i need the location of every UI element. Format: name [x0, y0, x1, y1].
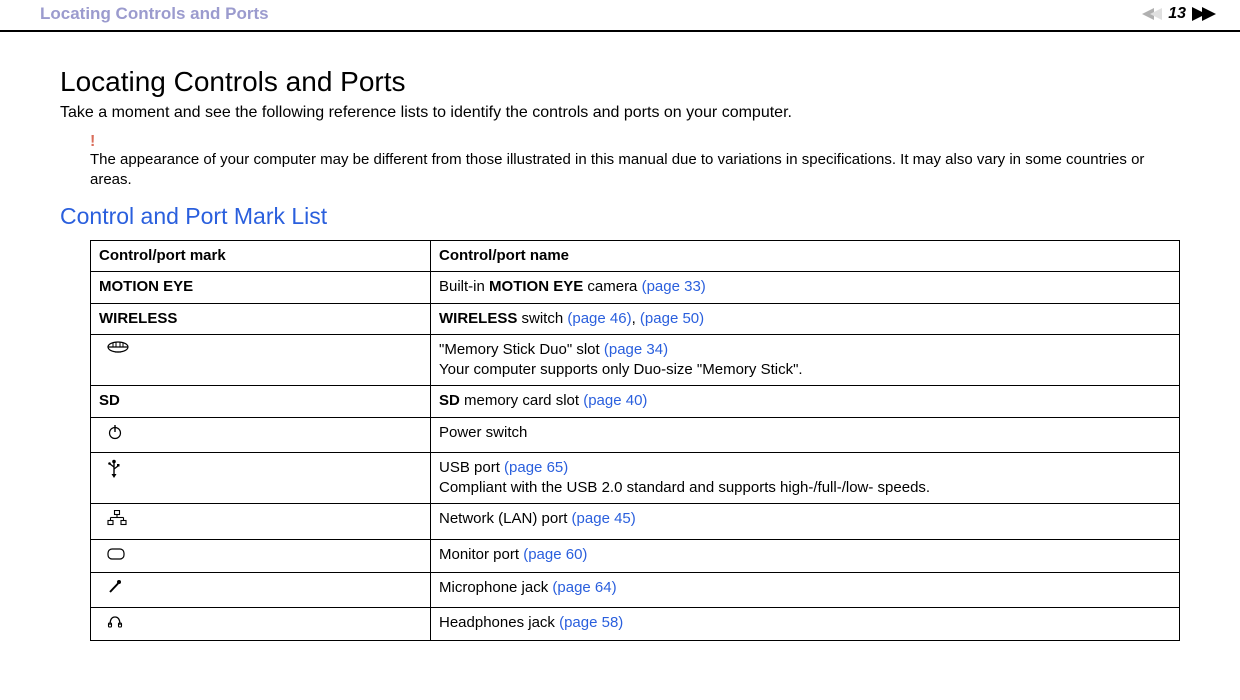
- caution-text: The appearance of your computer may be d…: [90, 150, 1180, 189]
- page-link[interactable]: (page 40): [583, 392, 647, 409]
- page-title: Locating Controls and Ports: [60, 66, 1180, 98]
- monitor-icon: [107, 547, 125, 564]
- prev-page-icon[interactable]: [1142, 8, 1162, 20]
- port-name-cell: Built-in MOTION EYE camera (page 33): [431, 272, 1180, 303]
- mark-text: WIRELESS: [99, 310, 177, 327]
- page-header: Locating Controls and Ports 13: [0, 0, 1240, 32]
- mark-text: MOTION EYE: [99, 278, 193, 295]
- usb-icon: [107, 466, 121, 483]
- table-header-mark: Control/port mark: [91, 241, 431, 272]
- port-name-cell: Headphones jack (page 58): [431, 608, 1180, 641]
- table-row: Power switch: [91, 417, 1180, 452]
- port-name-cell: Microphone jack (page 64): [431, 572, 1180, 607]
- port-name-cell: "Memory Stick Duo" slot (page 34)Your co…: [431, 334, 1180, 386]
- caution-block: ! The appearance of your computer may be…: [90, 134, 1180, 189]
- table-row: Headphones jack (page 58): [91, 608, 1180, 641]
- table-row: WIRELESS WIRELESS switch (page 46), (pag…: [91, 303, 1180, 334]
- page-link[interactable]: (page 65): [504, 459, 568, 476]
- mic-icon: [107, 582, 123, 599]
- lan-icon: [107, 513, 127, 530]
- table-row: SD SD memory card slot (page 40): [91, 386, 1180, 417]
- header-nav: 13: [1142, 5, 1220, 23]
- table-row: USB port (page 65)Compliant with the USB…: [91, 452, 1180, 504]
- page-link[interactable]: (page 60): [523, 546, 587, 563]
- port-name-cell: WIRELESS switch (page 46), (page 50): [431, 303, 1180, 334]
- table-header-row: Control/port mark Control/port name: [91, 241, 1180, 272]
- breadcrumb: Locating Controls and Ports: [40, 4, 269, 24]
- section-subheading: Control and Port Mark List: [60, 203, 1180, 230]
- table-row: "Memory Stick Duo" slot (page 34)Your co…: [91, 334, 1180, 386]
- page-content: Locating Controls and Ports Take a momen…: [0, 32, 1240, 661]
- port-name-cell: Network (LAN) port (page 45): [431, 504, 1180, 539]
- page-link[interactable]: (page 46): [567, 310, 631, 327]
- headphones-icon: [107, 615, 123, 632]
- intro-text: Take a moment and see the following refe…: [60, 104, 1180, 122]
- table-row: Network (LAN) port (page 45): [91, 504, 1180, 539]
- page-link[interactable]: (page 50): [640, 310, 704, 327]
- page-link[interactable]: (page 34): [604, 341, 668, 358]
- table-row: MOTION EYE Built-in MOTION EYE camera (p…: [91, 272, 1180, 303]
- page-number: 13: [1168, 5, 1186, 23]
- power-icon: [107, 427, 123, 444]
- next-page-icon[interactable]: [1192, 7, 1220, 21]
- page-link[interactable]: (page 58): [559, 614, 623, 631]
- memorystick-icon: [107, 342, 129, 359]
- port-name-cell: Monitor port (page 60): [431, 539, 1180, 572]
- port-name-cell: SD memory card slot (page 40): [431, 386, 1180, 417]
- table-row: Microphone jack (page 64): [91, 572, 1180, 607]
- port-name-cell: Power switch: [431, 417, 1180, 452]
- control-port-table: Control/port mark Control/port name MOTI…: [90, 240, 1180, 641]
- page-link[interactable]: (page 33): [642, 278, 706, 295]
- caution-mark-icon: !: [90, 134, 1180, 150]
- port-name-cell: USB port (page 65)Compliant with the USB…: [431, 452, 1180, 504]
- table-row: Monitor port (page 60): [91, 539, 1180, 572]
- table-header-name: Control/port name: [431, 241, 1180, 272]
- page-link[interactable]: (page 64): [552, 579, 616, 596]
- page-link[interactable]: (page 45): [572, 510, 636, 527]
- mark-text: SD: [99, 392, 120, 409]
